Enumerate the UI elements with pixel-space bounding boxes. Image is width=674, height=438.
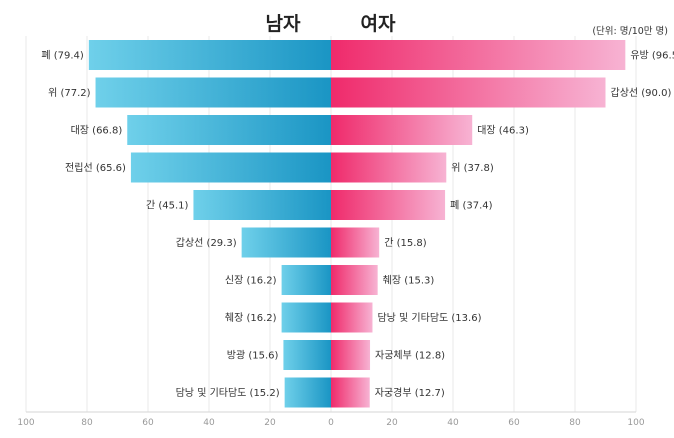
female-header: 여자 (361, 13, 396, 35)
male-bar (281, 302, 331, 333)
x-tick-label: 20 (264, 418, 276, 428)
female-bar (331, 340, 371, 370)
female-bar (331, 302, 373, 333)
male-bar-label: 담낭 및 기타담도 (15.2) (176, 387, 280, 399)
x-tick-label: 80 (81, 418, 93, 428)
x-tick-label: 40 (203, 418, 215, 428)
female-bar-label: 자궁체부 (12.8) (375, 350, 445, 362)
female-bar (331, 227, 380, 258)
female-bar-label: 유방 (96.5) (630, 50, 674, 62)
male-bar-label: 전립선 (65.6) (65, 161, 126, 174)
x-tick-label: 40 (447, 418, 459, 428)
male-bar (127, 115, 331, 145)
female-bar (331, 115, 473, 145)
x-axis-ticks: 100 80 60 40 20 0 20 40 60 80 100 (17, 418, 644, 428)
female-bar-label: 담낭 및 기타담도 (13.6) (377, 312, 481, 324)
x-tick-label: 60 (142, 418, 154, 428)
male-bar (283, 340, 331, 370)
female-bar-label: 간 (15.8) (384, 237, 427, 249)
female-bar (331, 190, 446, 220)
male-bar-label: 위 (77.2) (48, 86, 91, 99)
male-bar-label: 췌장 (16.2) (225, 312, 277, 324)
x-tick-label: 100 (17, 418, 34, 428)
female-bar-label: 췌장 (15.3) (383, 275, 435, 287)
male-bar (241, 227, 331, 258)
x-tick-label: 20 (386, 418, 398, 428)
female-bar-label: 갑상선 (90.0) (611, 87, 672, 99)
male-bar-label: 대장 (66.8) (71, 125, 123, 137)
male-bar (130, 152, 331, 183)
male-bar (95, 77, 331, 108)
male-bar-label: 폐 (79.4) (41, 50, 84, 62)
x-tick-label: 60 (508, 418, 520, 428)
bar-labels-group: 폐 (79.4) 위 (77.2) 대장 (66.8) 전립선 (65.6) 간 (45… (41, 50, 674, 400)
x-tick-label: 80 (569, 418, 581, 428)
male-bar (284, 377, 331, 408)
female-bar-label: 위 (37.8) (451, 161, 494, 174)
male-bar (281, 265, 331, 295)
x-tick-label: 0 (328, 418, 334, 428)
x-tick-label: 100 (627, 418, 644, 428)
male-bar-label: 간 (45.1) (146, 200, 189, 212)
female-bar-label: 폐 (37.4) (450, 200, 493, 212)
female-bar (331, 152, 447, 183)
male-header: 남자 (266, 13, 301, 35)
unit-label: (단위: 명/10만 명) (592, 25, 668, 37)
male-bar-label: 갑상선 (29.3) (176, 237, 237, 249)
male-bar-label: 신장 (16.2) (225, 275, 277, 287)
male-bar (88, 40, 331, 70)
female-bar (331, 265, 378, 295)
female-bar-label: 대장 (46.3) (477, 125, 529, 137)
female-bar (331, 377, 370, 408)
male-bar-label: 방광 (15.6) (227, 350, 279, 362)
female-bar (331, 40, 626, 70)
female-bar-label: 자궁경부 (12.7) (375, 386, 445, 399)
female-bar (331, 77, 606, 108)
male-bar (193, 190, 331, 220)
bars-group (88, 40, 626, 408)
